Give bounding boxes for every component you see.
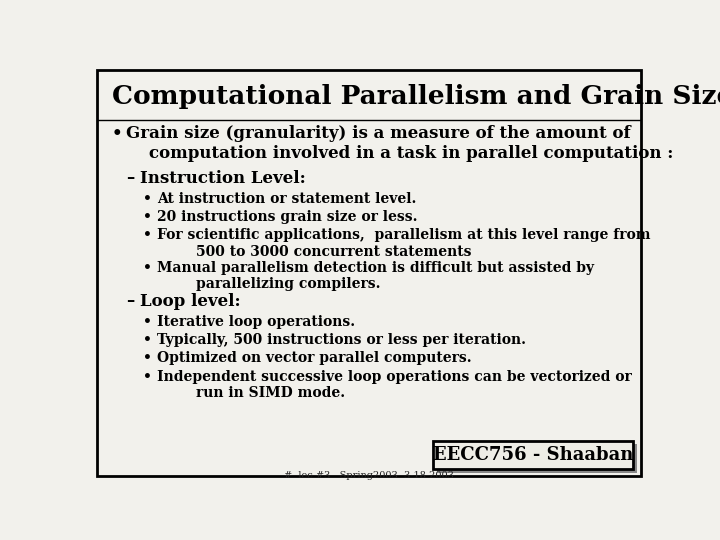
Text: •: • [143, 228, 152, 242]
Text: Independent successive loop operations can be vectorized or
        run in SIMD : Independent successive loop operations c… [157, 369, 631, 400]
Text: •: • [143, 333, 152, 347]
Text: Instruction Level:: Instruction Level: [140, 170, 306, 187]
Text: •: • [143, 261, 152, 275]
Text: •: • [111, 125, 122, 142]
Text: Manual parallelism detection is difficult but assisted by
        parallelizing : Manual parallelism detection is difficul… [157, 261, 594, 292]
Bar [433, 441, 633, 469]
Text: Grain size (granularity) is a measure of the amount of
    computation involved : Grain size (granularity) is a measure of… [126, 125, 674, 163]
Text: Typically, 500 instructions or less per iteration.: Typically, 500 instructions or less per … [157, 333, 526, 347]
Text: Computational Parallelism and Grain Size: Computational Parallelism and Grain Size [112, 84, 720, 109]
Text: –: – [126, 170, 135, 187]
Text: Loop level:: Loop level: [140, 293, 241, 310]
Text: #  lec #3   Spring2003  3-18-2003: # lec #3 Spring2003 3-18-2003 [284, 471, 454, 480]
Text: Optimized on vector parallel computers.: Optimized on vector parallel computers. [157, 352, 472, 365]
Text: For scientific applications,  parallelism at this level range from
        500 t: For scientific applications, parallelism… [157, 228, 650, 259]
Text: At instruction or statement level.: At instruction or statement level. [157, 192, 416, 206]
Bar [437, 444, 637, 472]
Text: •: • [143, 192, 152, 206]
Text: –: – [126, 293, 135, 310]
Text: •: • [143, 210, 152, 224]
Text: Iterative loop operations.: Iterative loop operations. [157, 315, 355, 329]
Text: •: • [143, 369, 152, 383]
Text: •: • [143, 352, 152, 365]
Text: 20 instructions grain size or less.: 20 instructions grain size or less. [157, 210, 418, 224]
Text: •: • [143, 315, 152, 329]
Text: EECC756 - Shaaban: EECC756 - Shaaban [433, 446, 633, 464]
